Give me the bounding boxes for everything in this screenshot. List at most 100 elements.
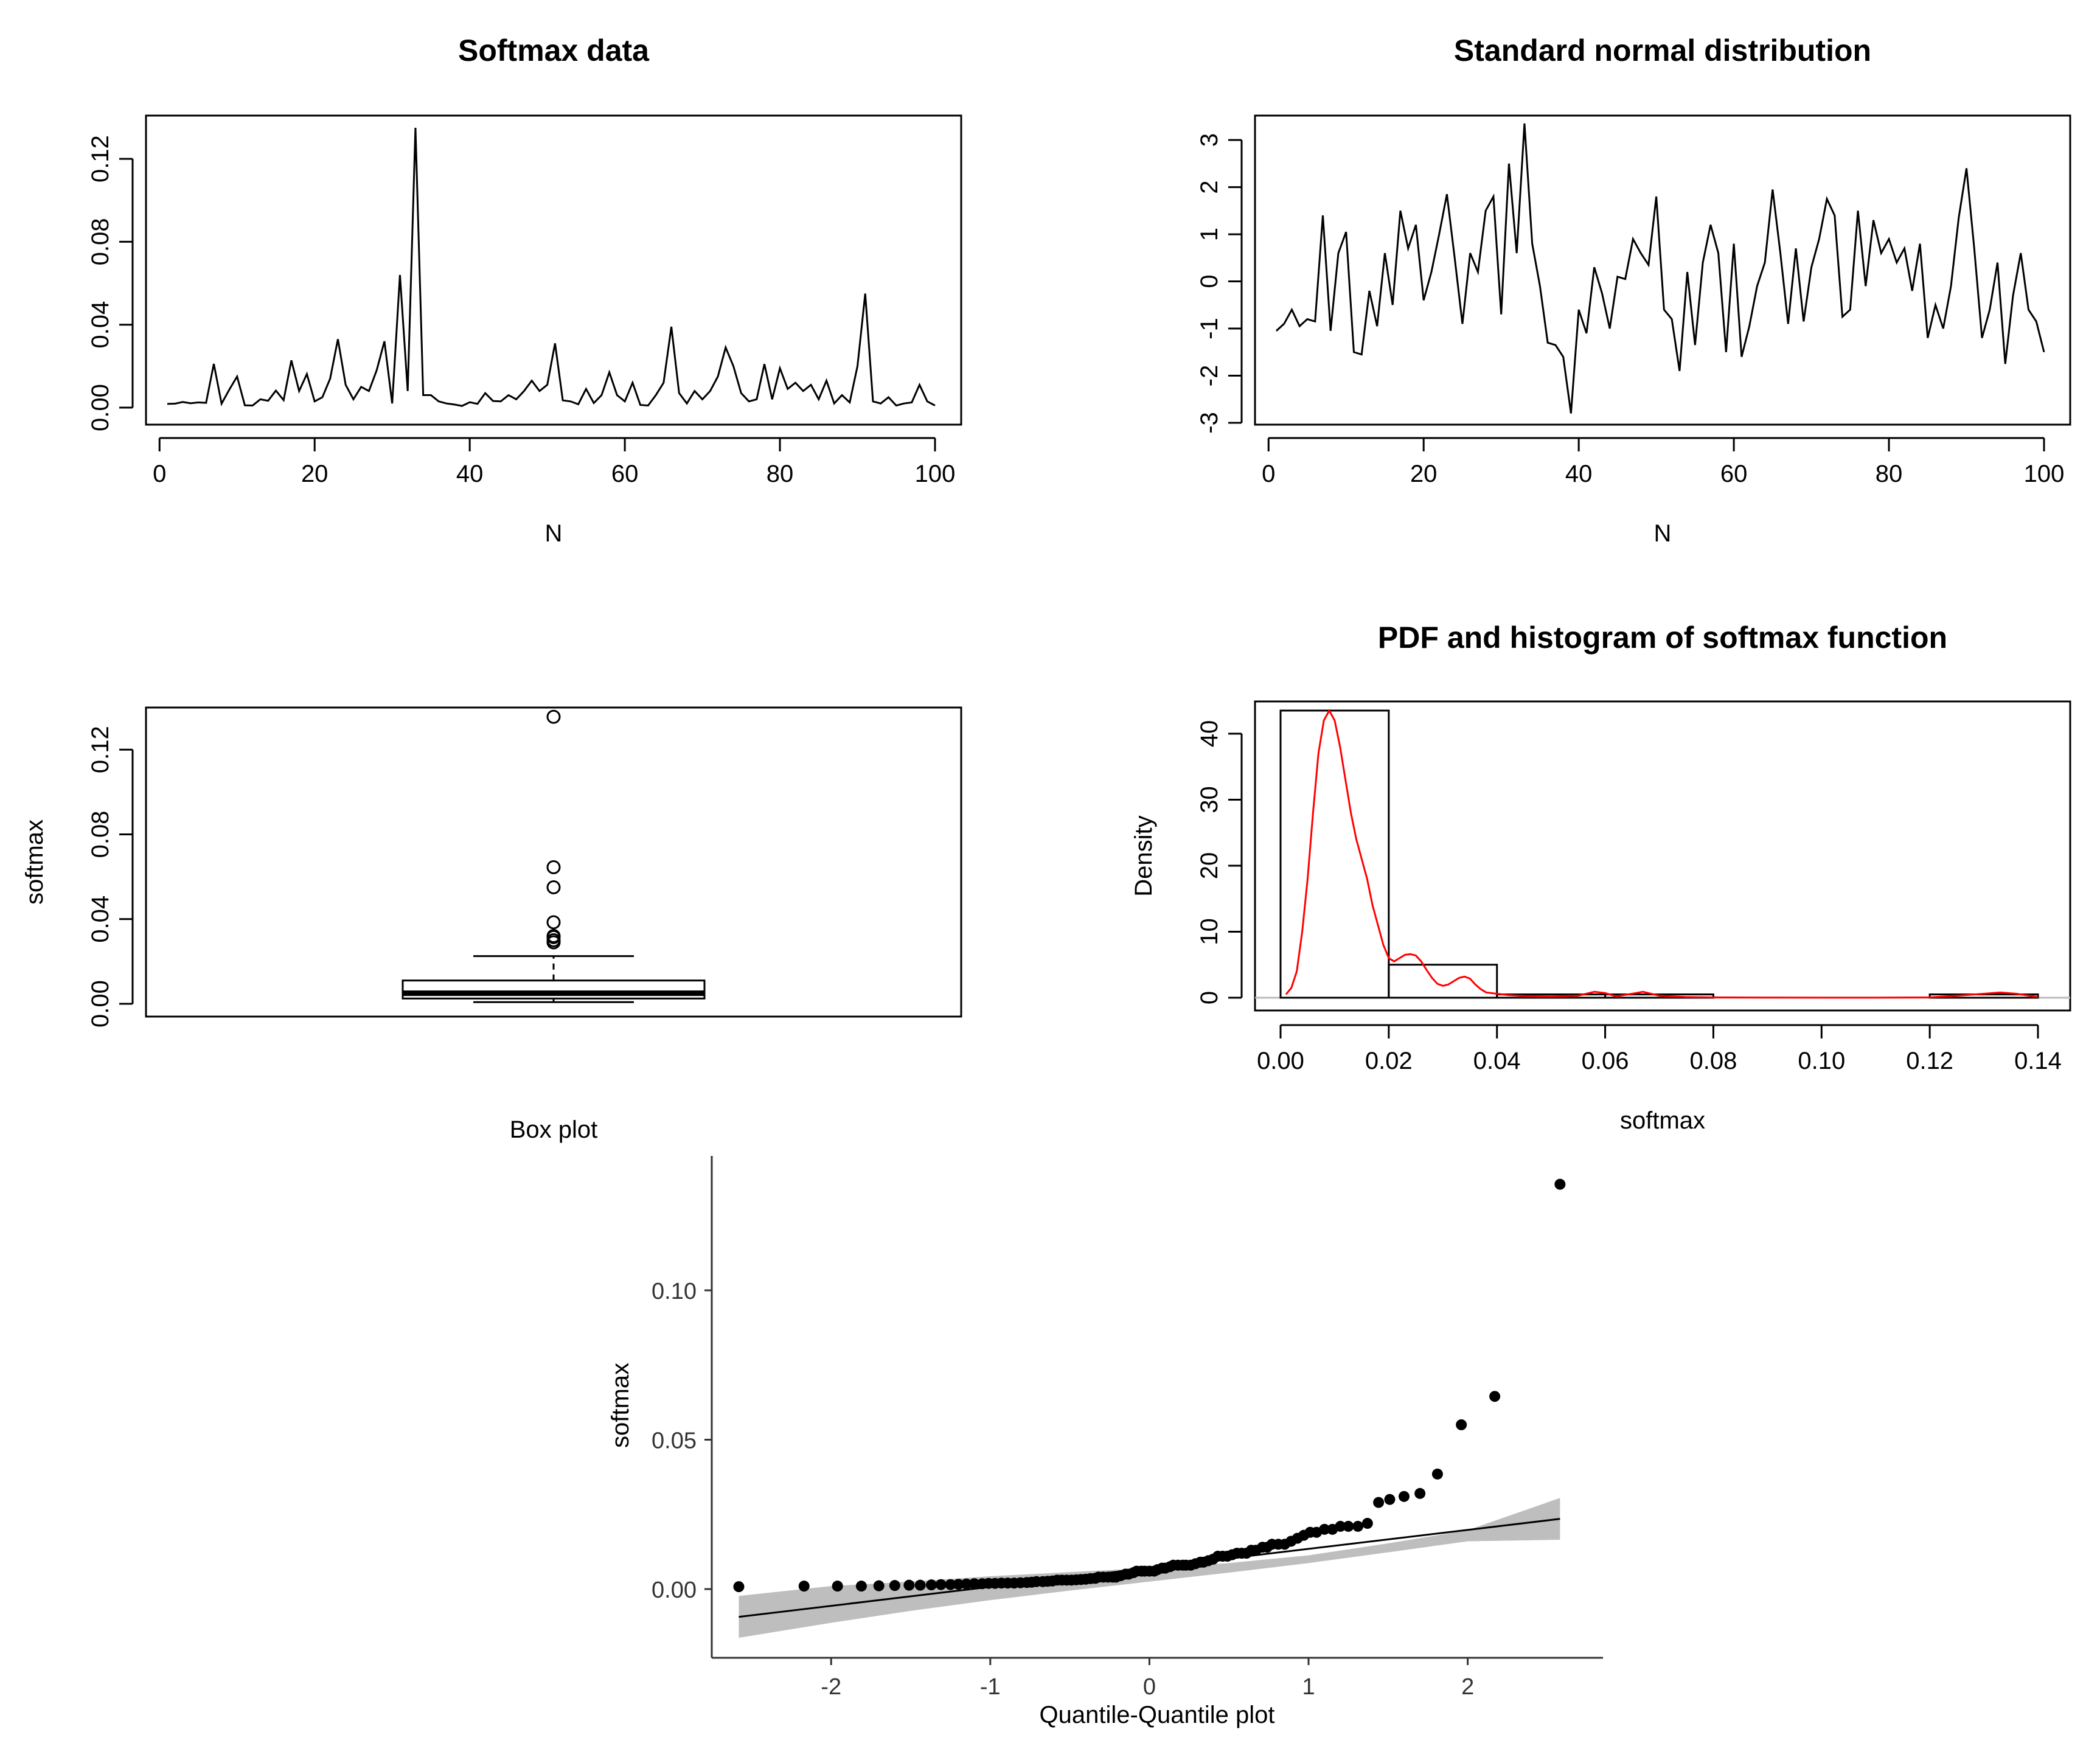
x-tick-label: 0.02 [1365,1048,1413,1074]
histogram-bar [1388,964,1498,999]
density-curve [1285,708,2039,999]
x-tick-label: 0 [1262,461,1275,487]
plot-frame [145,706,962,1018]
y-tick-label: 0.04 [87,301,114,349]
x-tick-label: 0.06 [1582,1048,1629,1074]
y-tick-label: 20 [1196,852,1223,880]
qq-point [1489,1391,1501,1402]
outlier-point [546,929,561,944]
x-tick-label: 0 [1143,1674,1156,1700]
softmax-histogram-chart: PDF and histogram of softmax function 0.… [1130,621,2071,1134]
x-tick-label: -1 [980,1674,1001,1700]
y-tick-label: 0 [1196,274,1223,288]
qq-point [1398,1490,1410,1502]
softmax-boxplot-chart: 0.00 0.04 0.08 0.12 softmax Box plot [21,706,962,1143]
y-axis-label: softmax [21,819,48,905]
qq-point [968,1578,980,1590]
x-tick-label: 0.04 [1473,1048,1521,1074]
qq-plot-chart: -2 -1 0 1 2 0.00 0.05 0.10 softmax Quantile-Qu… [607,1156,1603,1728]
qq-point [1431,1468,1443,1480]
qq-point [945,1579,956,1590]
x-tick-label: 100 [915,461,956,487]
plot-frame [145,114,962,426]
x-tick-label: 0.12 [1906,1048,1953,1074]
outlier-point [546,709,561,724]
qq-point [1352,1520,1364,1532]
x-tick-label: 80 [1876,461,1903,487]
x-tick-label: 0.08 [1689,1048,1737,1074]
x-axis: 0 20 40 60 80 100 [1262,437,2065,487]
y-tick-label: -2 [1196,365,1223,387]
x-axis: -2 -1 0 1 2 [821,1658,1474,1700]
x-tick-label: 80 [767,461,794,487]
y-tick-label: 0.00 [87,980,114,1028]
y-tick-label: 3 [1196,133,1223,147]
qq-point [1361,1518,1373,1529]
y-tick-label: -1 [1196,318,1223,339]
x-tick-label: 60 [611,461,639,487]
y-tick-label: 30 [1196,786,1223,813]
x-tick-label: 100 [2024,461,2065,487]
qq-point [1343,1520,1354,1532]
softmax-line-chart: Softmax data 0 20 40 60 80 100 0.000.040.080.… [87,33,962,547]
y-tick-label: 0.05 [652,1428,697,1454]
y-axis: 0.00 0.04 0.08 0.12 [87,135,134,431]
outlier-point [546,915,561,930]
outlier-point [546,860,561,874]
x-tick-label: 20 [301,461,329,487]
y-tick-label: 2 [1196,180,1223,193]
x-axis-label: Quantile-Quantile plot [1040,1702,1275,1728]
qq-point [889,1580,900,1591]
y-axis: 0 10 20 30 40 [1196,720,1243,1004]
y-axis: 0.00 0.04 0.08 0.12 [87,726,134,1028]
qq-point [798,1581,810,1592]
y-tick-label: 0.04 [87,896,114,943]
qq-point [953,1579,964,1590]
x-tick-label: 40 [1565,461,1593,487]
qq-point [832,1581,843,1592]
plot-frame [1254,700,2071,1012]
x-tick-label: -2 [821,1674,841,1700]
x-axis-label: Box plot [510,1116,598,1143]
x-tick-label: 60 [1720,461,1748,487]
outlier-point [546,880,561,895]
qq-point [926,1579,937,1591]
x-axis: 0.00 0.02 0.04 0.06 0.08 0.10 0.12 0.14 [1257,1024,2062,1074]
x-tick-label: 2 [1461,1674,1474,1700]
qq-point [961,1578,972,1590]
y-tick-label: 1 [1196,228,1223,241]
x-axis-label: N [545,520,563,547]
y-axis: 0.00 0.05 0.10 [652,1279,712,1603]
qq-point [903,1579,915,1591]
normal-series-line [1275,123,2045,414]
y-axis-label: Density [1130,815,1157,896]
qq-point [1384,1494,1396,1505]
chart-title: PDF and histogram of softmax function [1378,621,1947,655]
qq-point [855,1581,867,1592]
x-tick-label: 20 [1410,461,1438,487]
qq-point [1319,1523,1330,1535]
y-tick-label: 0.08 [87,811,114,858]
x-axis-label: softmax [1620,1107,1705,1134]
normal-line-chart: Standard normal distribution 0 20 40 60 80 10… [1196,33,2071,547]
qq-point [914,1579,926,1591]
y-tick-label: 0.12 [87,135,114,183]
y-tick-label: 0.00 [87,384,114,431]
y-tick-label: 0.12 [87,726,114,773]
qq-point [873,1580,885,1591]
softmax-series-line [167,127,936,407]
qq-point [1554,1178,1566,1190]
qq-point [1414,1487,1426,1499]
plot-frame [1254,114,2071,426]
qq-points [733,1178,1566,1593]
y-tick-label: 10 [1196,918,1223,945]
x-tick-label: 0.00 [1257,1048,1304,1074]
qq-point [935,1579,947,1590]
x-tick-label: 0 [153,461,166,487]
histogram-bar [1279,709,1390,999]
qq-point [1456,1419,1467,1430]
qq-point [1373,1497,1385,1508]
y-tick-label: 0 [1196,991,1223,1004]
